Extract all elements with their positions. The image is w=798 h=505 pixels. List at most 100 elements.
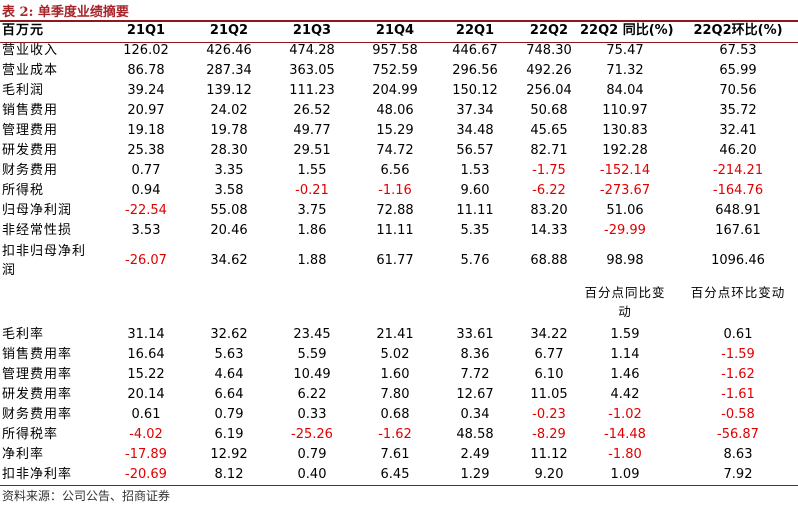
table-cell: 0.34 bbox=[460, 407, 490, 422]
table-row: 研发费用 25.38 28.30 29.51 74.72 56.57 82.71 192.28… bbox=[0, 141, 798, 161]
table-cell: 256.04 bbox=[526, 83, 572, 98]
table-cell: 19.18 bbox=[127, 123, 165, 138]
table-cell: 75.47 bbox=[606, 43, 644, 58]
table-cell: 48.58 bbox=[456, 427, 494, 442]
table-cell: -14.48 bbox=[604, 427, 646, 442]
row-label: 所得税 bbox=[2, 183, 45, 198]
table-row: 营业收入 126.02 426.46 474.28 957.58 446.67 748.30… bbox=[0, 41, 798, 61]
table-cell: -17.89 bbox=[125, 447, 167, 462]
table-cell: -214.21 bbox=[712, 163, 764, 178]
sub-header-cell: 百分点同比变动 bbox=[584, 285, 666, 319]
table-row: 扣非归母净利润 -26.07 34.62 1.88 61.77 5.76 68.88 98.9… bbox=[0, 241, 798, 281]
table-title: 表 2: 单季度业绩摘要 bbox=[2, 5, 129, 20]
table-cell: 5.63 bbox=[214, 347, 244, 362]
row-label: 非经常性损 bbox=[2, 223, 73, 238]
table-cell: 6.77 bbox=[534, 347, 564, 362]
table-cell: 6.10 bbox=[534, 367, 564, 382]
table-cell: 0.33 bbox=[297, 407, 327, 422]
table-cell: 0.61 bbox=[723, 327, 753, 342]
table-cell: -0.23 bbox=[532, 407, 566, 422]
table-cell: 31.14 bbox=[127, 327, 165, 342]
table-cell: 2.49 bbox=[460, 447, 490, 462]
table-cell: 7.72 bbox=[460, 367, 490, 382]
table-cell: 6.64 bbox=[214, 387, 244, 402]
table-row: 财务费用率 0.61 0.79 0.33 0.68 0.34 -0.23 -1.02 -0.58 bbox=[0, 405, 798, 425]
table-cell: -56.87 bbox=[717, 427, 759, 442]
table-cell: 9.60 bbox=[460, 183, 490, 198]
sub-header-row: 百分点同比变动 百分点环比变动 bbox=[0, 283, 798, 319]
table-cell: -1.62 bbox=[721, 367, 755, 382]
bottom-rule bbox=[0, 485, 798, 486]
table-cell: -1.75 bbox=[532, 163, 566, 178]
row-label: 扣非净利率 bbox=[2, 467, 73, 482]
table-row: 所得税 0.94 3.58 -0.21 -1.16 9.60 -6.22 -273.67 -16… bbox=[0, 181, 798, 201]
table-cell: 98.98 bbox=[606, 253, 644, 268]
table-row: 营业成本 86.78 287.34 363.05 752.59 296.56 492.26 7… bbox=[0, 61, 798, 81]
header-col: 21Q4 bbox=[375, 23, 415, 38]
table-cell: 34.48 bbox=[456, 123, 494, 138]
table-cell: -25.26 bbox=[291, 427, 333, 442]
table-cell: 6.45 bbox=[380, 467, 410, 482]
table-cell: -152.14 bbox=[599, 163, 651, 178]
row-label: 毛利润 bbox=[2, 83, 45, 98]
table-cell: 0.40 bbox=[297, 467, 327, 482]
table-cell: 68.88 bbox=[530, 253, 568, 268]
table-cell: 71.32 bbox=[606, 63, 644, 78]
table-cell: 74.72 bbox=[376, 143, 414, 158]
table-cell: 26.52 bbox=[293, 103, 331, 118]
table-cell: 111.23 bbox=[289, 83, 335, 98]
table-cell: -0.21 bbox=[295, 183, 329, 198]
table-cell: 748.30 bbox=[526, 43, 572, 58]
row-label: 净利率 bbox=[2, 447, 45, 462]
table-cell: 7.80 bbox=[380, 387, 410, 402]
table-cell: 65.99 bbox=[719, 63, 757, 78]
row-label: 扣非归母净利润 bbox=[2, 244, 87, 278]
table-cell: 35.72 bbox=[719, 103, 757, 118]
table-cell: -20.69 bbox=[125, 467, 167, 482]
table-cell: 67.53 bbox=[719, 43, 757, 58]
table-cell: -273.67 bbox=[599, 183, 651, 198]
table-cell: 49.77 bbox=[293, 123, 331, 138]
table-cell: 0.79 bbox=[214, 407, 244, 422]
table-cell: 1.09 bbox=[610, 467, 640, 482]
table-cell: 8.36 bbox=[460, 347, 490, 362]
table-cell: 83.20 bbox=[530, 203, 568, 218]
table-cell: 84.04 bbox=[606, 83, 644, 98]
table-cell: 167.61 bbox=[715, 223, 761, 238]
row-label: 销售费用率 bbox=[2, 347, 73, 362]
header-col: 21Q3 bbox=[292, 23, 332, 38]
row-label: 财务费用率 bbox=[2, 407, 73, 422]
table-cell: 11.05 bbox=[530, 387, 568, 402]
header-col: 21Q1 bbox=[126, 23, 166, 38]
table-cell: 24.02 bbox=[210, 103, 248, 118]
table-cell: 15.22 bbox=[127, 367, 165, 382]
table-cell: 5.02 bbox=[380, 347, 410, 362]
table-cell: -6.22 bbox=[532, 183, 566, 198]
table-cell: 56.57 bbox=[456, 143, 494, 158]
table-cell: 363.05 bbox=[289, 63, 335, 78]
table-cell: 72.88 bbox=[376, 203, 414, 218]
table-cell: 1.29 bbox=[460, 467, 490, 482]
table-cell: 1096.46 bbox=[711, 253, 765, 268]
table-row: 研发费用率 20.14 6.64 6.22 7.80 12.67 11.05 4.42 -1.6… bbox=[0, 385, 798, 405]
table-cell: 204.99 bbox=[372, 83, 418, 98]
header-col: 22Q2 同比(%) bbox=[580, 23, 674, 38]
table-cell: 6.56 bbox=[380, 163, 410, 178]
source-note: 资料来源：公司公告、招商证券 bbox=[2, 489, 171, 503]
table-cell: 86.78 bbox=[127, 63, 165, 78]
table-cell: 33.61 bbox=[456, 327, 494, 342]
table-row: 所得税率 -4.02 6.19 -25.26 -1.62 48.58 -8.29 -14.48… bbox=[0, 425, 798, 445]
table-cell: 19.78 bbox=[210, 123, 248, 138]
table-cell: 7.61 bbox=[380, 447, 410, 462]
table-cell: 70.56 bbox=[719, 83, 757, 98]
row-label: 所得税率 bbox=[2, 427, 59, 442]
table-cell: 5.35 bbox=[460, 223, 490, 238]
table-cell: 11.11 bbox=[376, 223, 414, 238]
table-cell: 7.92 bbox=[723, 467, 753, 482]
table-cell: -164.76 bbox=[712, 183, 764, 198]
table-cell: 1.60 bbox=[380, 367, 410, 382]
table-cell: 20.46 bbox=[210, 223, 248, 238]
table-cell: 648.91 bbox=[715, 203, 761, 218]
table-cell: 3.35 bbox=[214, 163, 244, 178]
table-cell: 61.77 bbox=[376, 253, 414, 268]
